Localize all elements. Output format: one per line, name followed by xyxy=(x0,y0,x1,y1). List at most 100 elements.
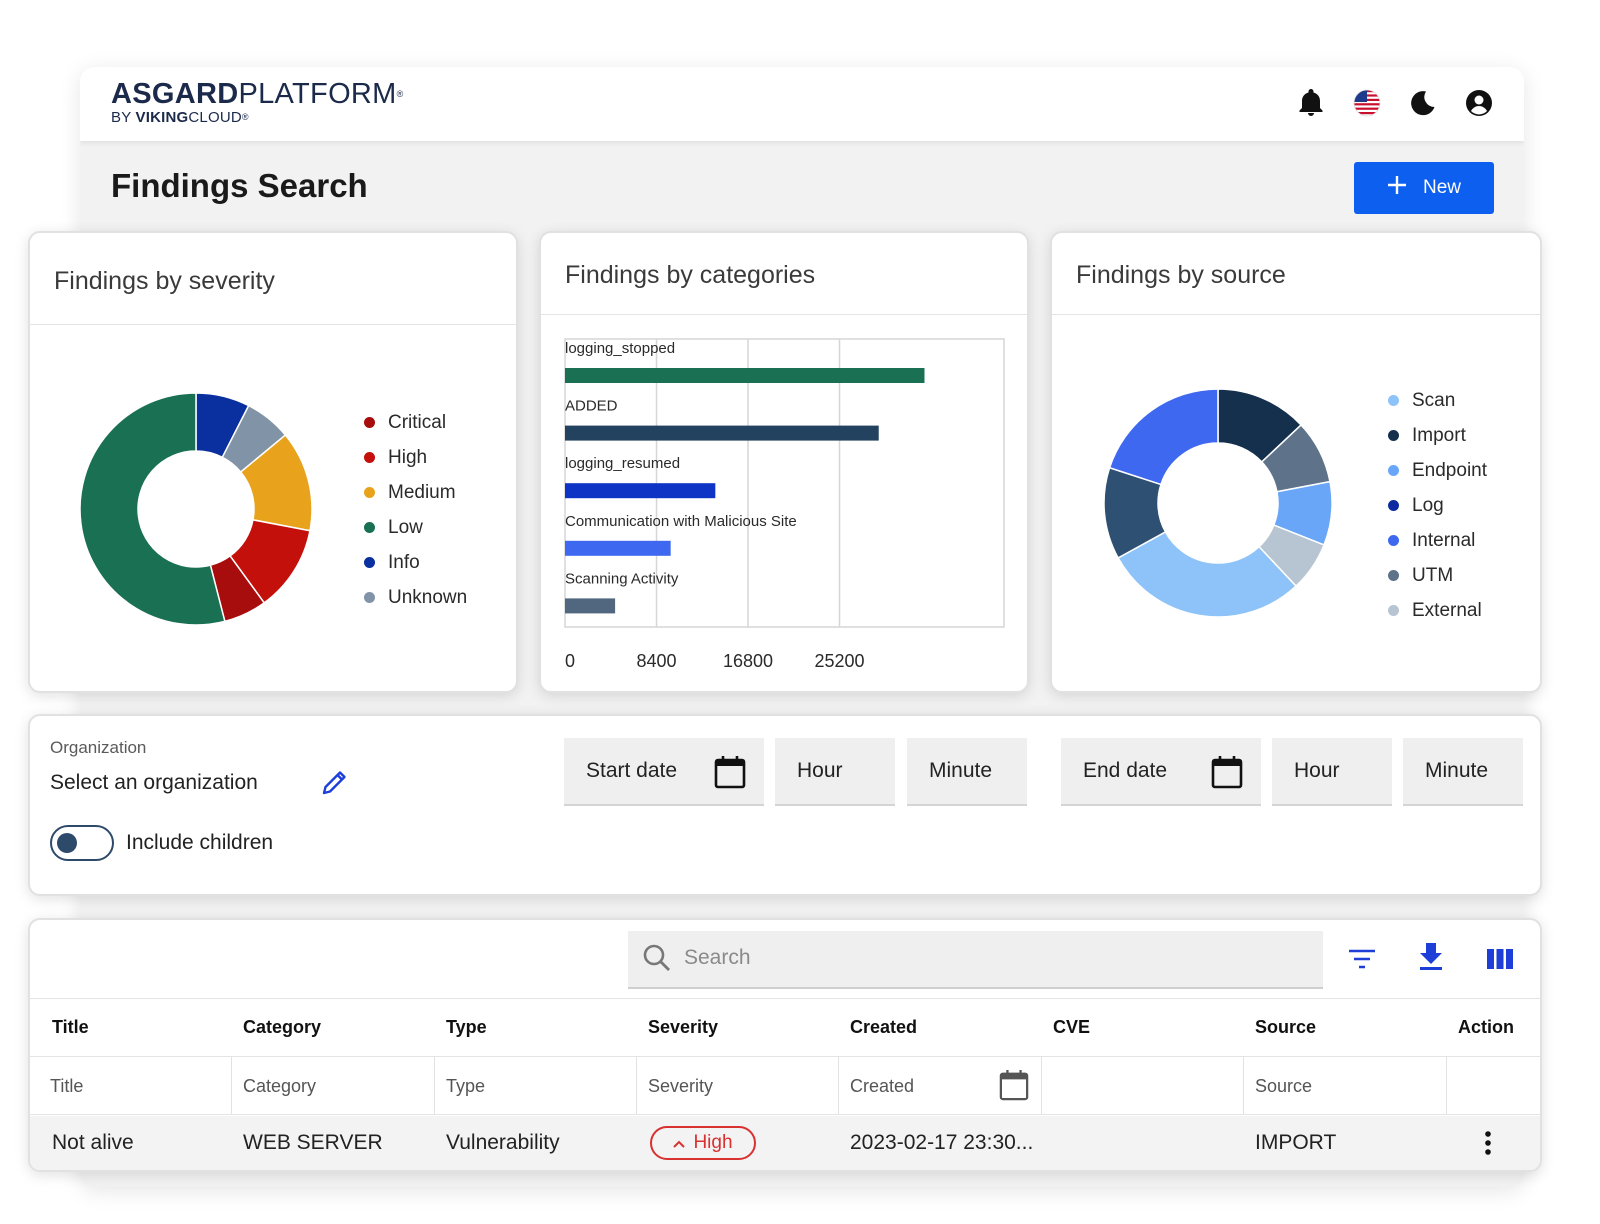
legend-dot xyxy=(1388,465,1399,476)
end-date-placeholder: End date xyxy=(1083,759,1168,782)
donut-slice-low[interactable] xyxy=(79,392,226,626)
legend-item-import[interactable]: Import xyxy=(1388,418,1487,453)
legend-item-external[interactable]: External xyxy=(1388,593,1487,628)
category-filter-input[interactable]: Category xyxy=(232,1057,435,1115)
toggle-knob xyxy=(57,833,77,853)
search-input[interactable]: Search xyxy=(628,931,1323,989)
more-actions-icon[interactable] xyxy=(1484,1130,1492,1161)
include-children-label: Include children xyxy=(126,831,274,854)
column-header-type[interactable]: Type xyxy=(446,1017,487,1037)
end-minute-field[interactable]: Minute xyxy=(1403,738,1523,806)
category-label: ADDED xyxy=(565,398,618,415)
moon-icon[interactable] xyxy=(1408,88,1438,118)
legend-label: Internal xyxy=(1412,529,1476,551)
legend-dot xyxy=(364,592,375,603)
table-header: Title Category Type Severity Created CVE… xyxy=(30,998,1540,1057)
x-tick-label: 0 xyxy=(565,651,575,671)
bar-communication-with-malicious-site[interactable] xyxy=(565,540,671,556)
row-created: 2023-02-17 23:30... xyxy=(850,1131,1034,1154)
source-filter-input[interactable]: Source xyxy=(1244,1057,1447,1115)
row-type: Vulnerability xyxy=(446,1131,560,1154)
x-tick-label: 8400 xyxy=(636,651,676,671)
donut-slice-internal[interactable] xyxy=(1108,388,1219,486)
column-header-severity[interactable]: Severity xyxy=(648,1017,719,1037)
legend-item-utm[interactable]: UTM xyxy=(1388,558,1487,593)
category-label: Communication with Malicious Site xyxy=(565,513,797,530)
x-tick-label: 25200 xyxy=(814,651,864,671)
legend-dot xyxy=(1388,570,1399,581)
account-icon[interactable] xyxy=(1464,88,1494,118)
new-button[interactable]: New xyxy=(1354,162,1494,214)
legend-item-scan[interactable]: Scan xyxy=(1388,383,1487,418)
type-filter-input[interactable]: Type xyxy=(435,1057,637,1115)
severity-filter-input[interactable]: Severity xyxy=(637,1057,839,1115)
legend-item-critical[interactable]: Critical xyxy=(364,405,467,440)
pencil-icon[interactable] xyxy=(320,767,350,802)
start-date-field[interactable]: Start date xyxy=(564,738,764,806)
end-minute-placeholder: Minute xyxy=(1425,759,1489,782)
legend-dot xyxy=(364,557,375,568)
include-children-toggle[interactable] xyxy=(50,825,114,861)
organization-select[interactable]: Select an organization xyxy=(50,771,258,794)
row-title: Not alive xyxy=(52,1131,134,1154)
legend-label: Scan xyxy=(1412,389,1456,411)
column-header-cve[interactable]: CVE xyxy=(1053,1017,1091,1037)
legend-label: Medium xyxy=(388,481,456,503)
created-filter-input[interactable]: Created xyxy=(839,1057,1042,1115)
us-flag-icon[interactable] xyxy=(1352,88,1382,118)
title-filter-input[interactable]: Title xyxy=(30,1057,232,1115)
bar-logging-stopped[interactable] xyxy=(565,368,925,383)
logo-sub: BY VIKINGCLOUD® xyxy=(111,109,249,126)
legend-item-info[interactable]: Info xyxy=(364,545,467,580)
legend-item-unknown[interactable]: Unknown xyxy=(364,580,467,615)
calendar-icon[interactable] xyxy=(999,1069,1029,1106)
end-hour-field[interactable]: Hour xyxy=(1272,738,1392,806)
severity-card-title: Findings by severity xyxy=(30,233,516,325)
categories-card: Findings by categories 0 8400 16800 25200 lo… xyxy=(539,231,1029,693)
bar-added[interactable] xyxy=(565,425,879,441)
columns-icon[interactable] xyxy=(1486,948,1514,975)
filter-icon[interactable] xyxy=(1348,948,1376,975)
calendar-icon[interactable] xyxy=(714,755,746,795)
chevron-up-icon xyxy=(673,1132,686,1154)
start-hour-placeholder: Hour xyxy=(797,759,843,782)
legend-item-internal[interactable]: Internal xyxy=(1388,523,1487,558)
legend-item-log[interactable]: Log xyxy=(1388,488,1487,523)
bar-logging-resumed[interactable] xyxy=(565,483,716,499)
legend-item-medium[interactable]: Medium xyxy=(364,475,467,510)
legend-item-high[interactable]: High xyxy=(364,440,467,475)
legend-dot xyxy=(1388,395,1399,406)
legend-item-low[interactable]: Low xyxy=(364,510,467,545)
legend-dot xyxy=(364,487,375,498)
cve-filter-input[interactable] xyxy=(1042,1057,1244,1115)
donut-slice-scan[interactable] xyxy=(1117,530,1298,618)
severity-badge-label: High xyxy=(693,1132,733,1153)
column-header-created[interactable]: Created xyxy=(850,1017,918,1037)
start-hour-field[interactable]: Hour xyxy=(775,738,895,806)
legend-label: High xyxy=(388,446,428,468)
legend-label: Critical xyxy=(388,411,447,433)
column-header-source[interactable]: Source xyxy=(1255,1017,1317,1037)
calendar-icon[interactable] xyxy=(1211,755,1243,795)
legend-label: UTM xyxy=(1412,564,1454,586)
end-hour-placeholder: Hour xyxy=(1294,759,1340,782)
column-header-title[interactable]: Title xyxy=(52,1017,89,1037)
column-header-category[interactable]: Category xyxy=(243,1017,322,1037)
bell-icon[interactable] xyxy=(1296,88,1326,118)
categories-bar-chart: 0 8400 16800 25200 logging_stopped ADDED loggi… xyxy=(564,338,1005,671)
row-category: WEB SERVER xyxy=(243,1131,383,1154)
start-minute-field[interactable]: Minute xyxy=(907,738,1027,806)
column-header-action: Action xyxy=(1458,1017,1514,1037)
start-date-placeholder: Start date xyxy=(586,759,678,782)
download-icon[interactable] xyxy=(1418,942,1444,977)
source-card-title: Findings by source xyxy=(1052,233,1540,315)
legend-dot xyxy=(1388,500,1399,511)
end-date-field[interactable]: End date xyxy=(1061,738,1261,806)
legend-label: Log xyxy=(1412,494,1444,516)
logo[interactable]: ASGARDPLATFORM® BY VIKINGCLOUD® xyxy=(111,79,404,126)
source-legend: Scan Import Endpoint Log Internal UTM External xyxy=(1388,383,1487,628)
table-row[interactable]: Not alive WEB SERVER Vulnerability High … xyxy=(30,1116,1540,1170)
bar-scanning-activity[interactable] xyxy=(565,598,616,614)
legend-label: Unknown xyxy=(388,586,468,608)
legend-item-endpoint[interactable]: Endpoint xyxy=(1388,453,1487,488)
